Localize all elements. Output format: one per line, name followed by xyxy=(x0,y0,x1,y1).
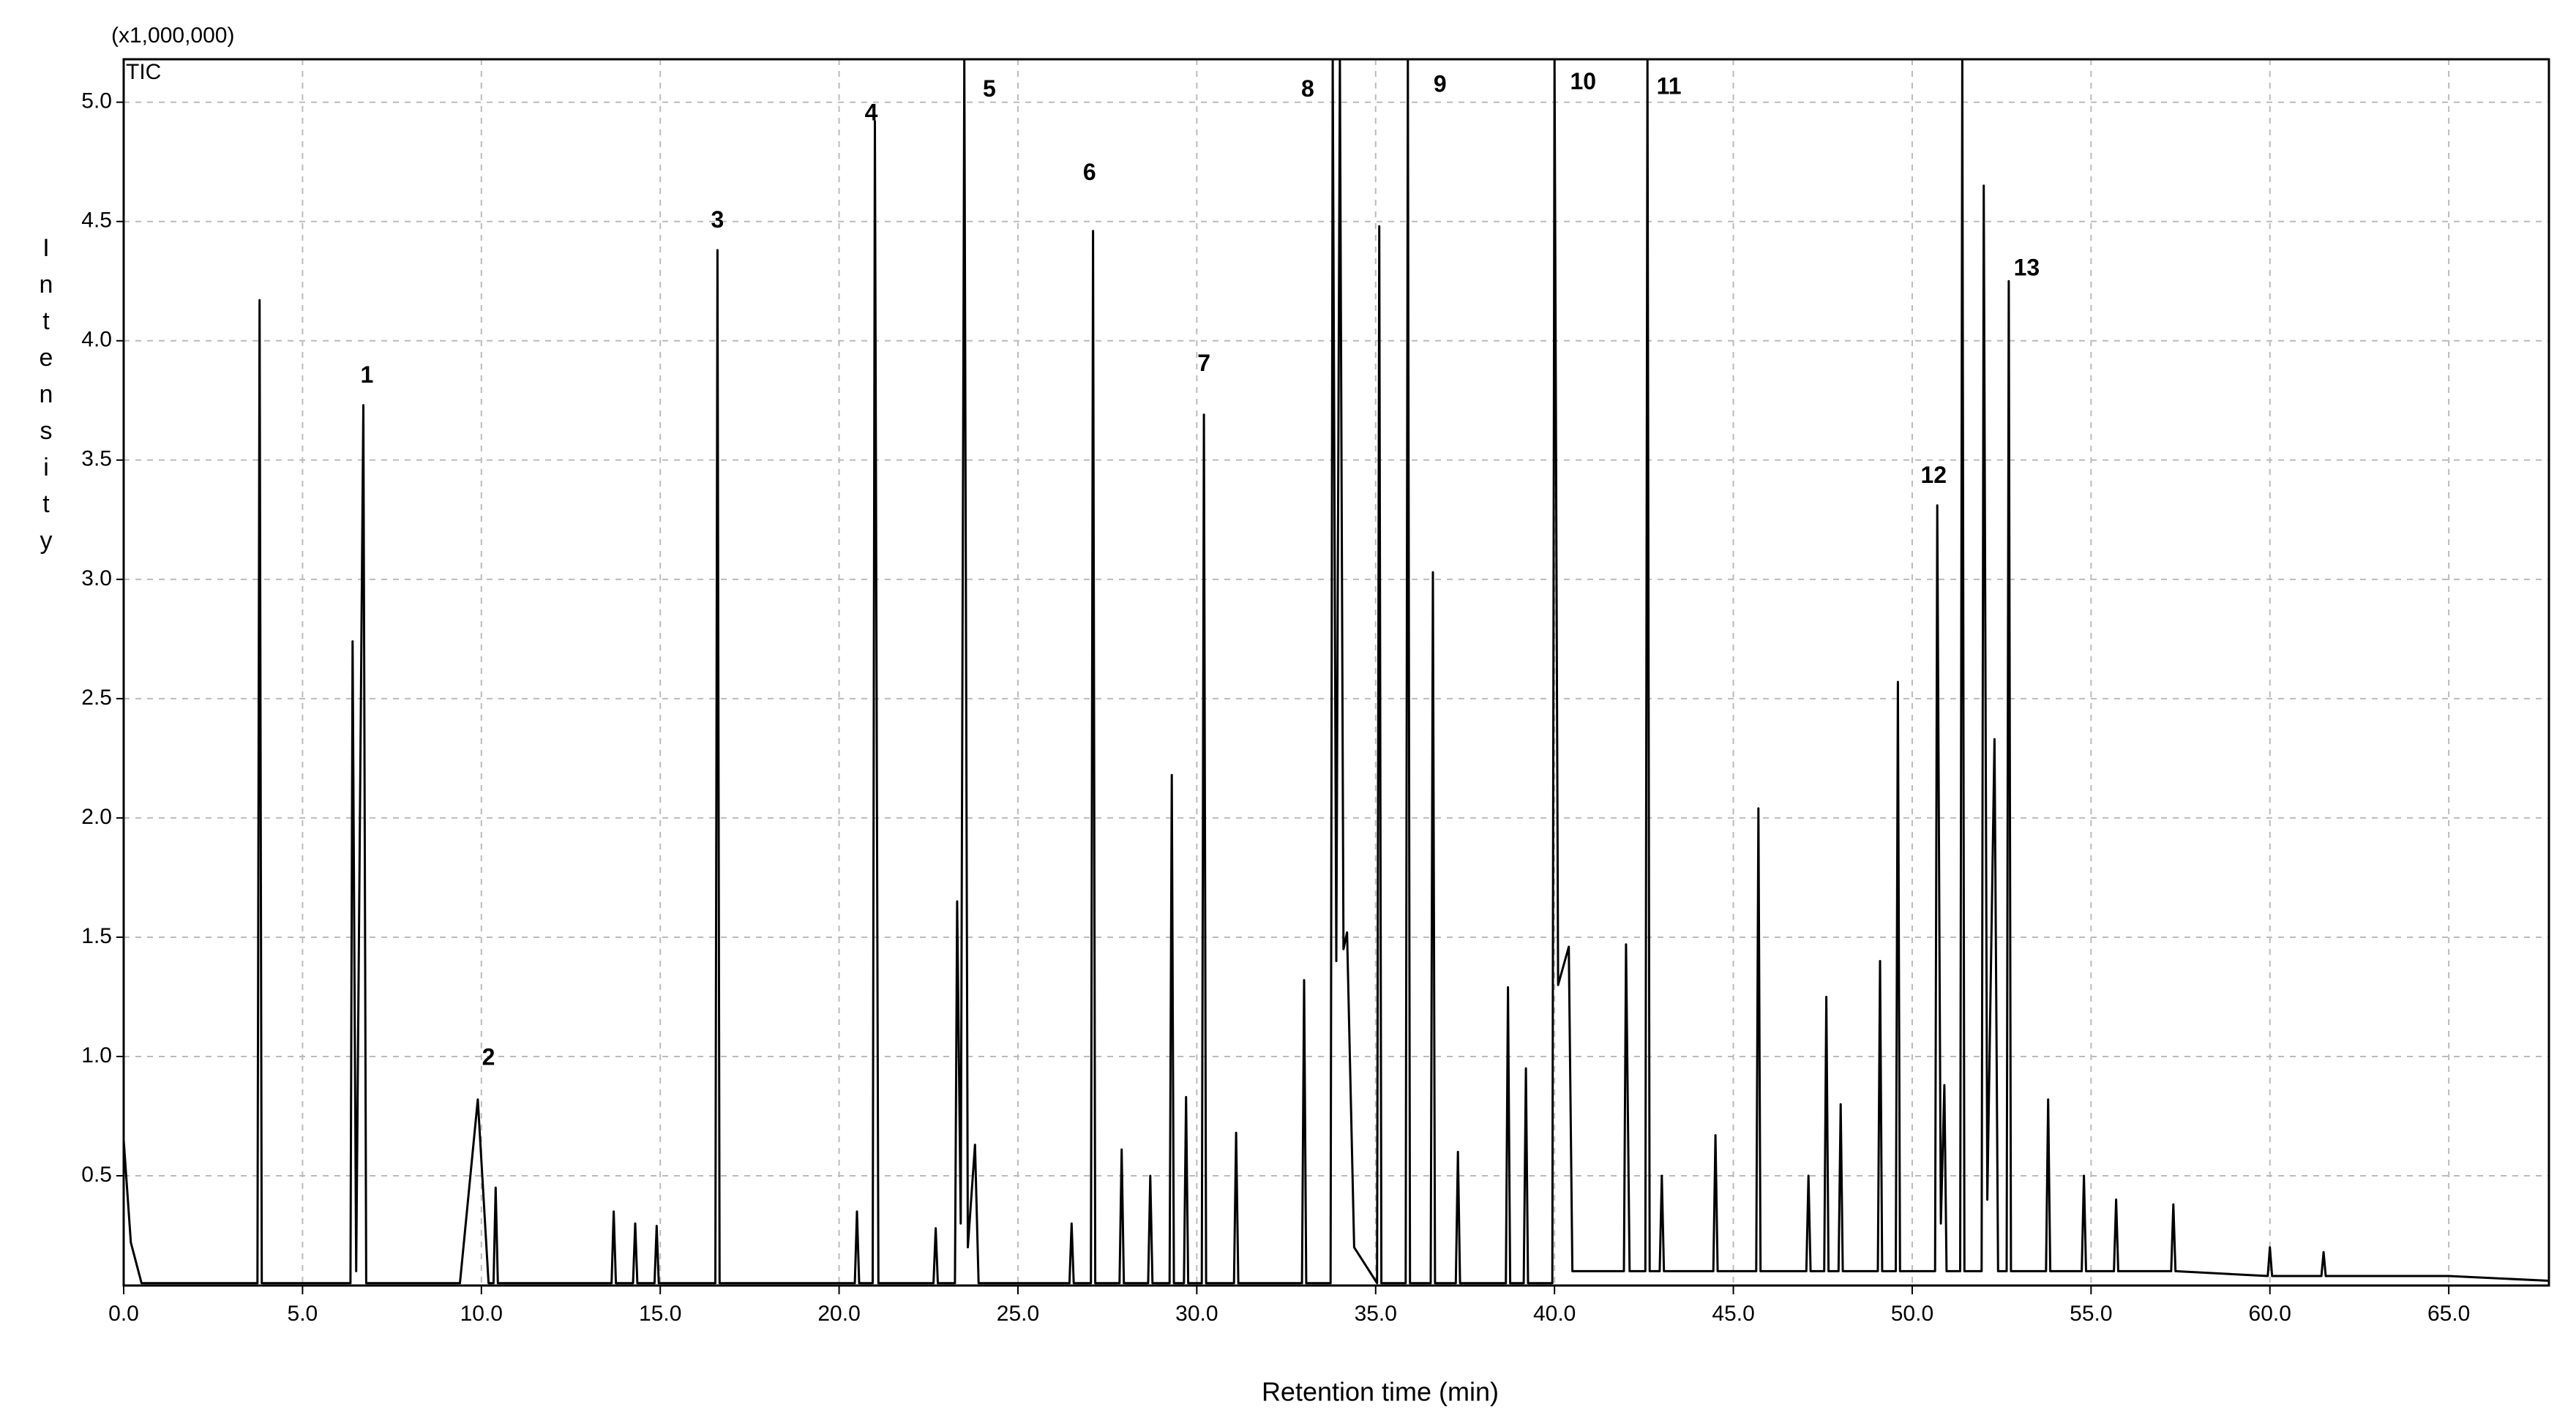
x-tick-label: 5.0 xyxy=(288,1302,318,1326)
y-tick-label: 1.0 xyxy=(81,1043,112,1067)
y-tick-label: 1.5 xyxy=(81,924,112,948)
y-axis-title: Intensity xyxy=(32,234,60,563)
y-tick-label: 3.0 xyxy=(81,566,112,590)
x-tick-label: 40.0 xyxy=(1533,1302,1576,1326)
chart-title: TIC xyxy=(126,60,161,84)
x-tick-label: 30.0 xyxy=(1175,1302,1218,1326)
y-tick-label: 2.5 xyxy=(81,686,112,710)
peak-label: 3 xyxy=(711,206,724,233)
peak-label: 2 xyxy=(482,1044,495,1070)
y-tick-label: 4.0 xyxy=(81,328,112,352)
peak-label: 12 xyxy=(1920,462,1947,488)
x-tick-label: 10.0 xyxy=(460,1302,503,1326)
x-tick-label: 25.0 xyxy=(997,1302,1039,1326)
x-tick-label: 20.0 xyxy=(817,1302,860,1326)
trace xyxy=(122,58,2550,1285)
x-tick-label: 45.0 xyxy=(1712,1302,1754,1326)
multiplier: (x1,000,000) xyxy=(111,23,234,48)
y-tick-label: 2.0 xyxy=(81,805,112,829)
y-tick-label: 3.5 xyxy=(81,447,112,471)
peak-label: 1 xyxy=(360,361,373,388)
x-tick-label: 60.0 xyxy=(2249,1302,2291,1326)
x-axis-title: Retention time (min) xyxy=(1262,1377,1499,1407)
plot-frame xyxy=(122,58,2550,1287)
x-tick-label: 35.0 xyxy=(1355,1302,1397,1326)
x-tick-label: 55.0 xyxy=(2070,1302,2112,1326)
peak-label: 6 xyxy=(1083,159,1096,185)
x-tick-label: 50.0 xyxy=(1891,1302,1933,1326)
peak-label: 10 xyxy=(1570,68,1596,94)
y-tick-label: 0.5 xyxy=(81,1163,112,1187)
x-tick-label: 15.0 xyxy=(639,1302,681,1326)
y-tick-label: 5.0 xyxy=(81,89,112,113)
peak-label: 4 xyxy=(865,99,878,125)
peak-label: 9 xyxy=(1434,70,1447,97)
y-tick-label: 4.5 xyxy=(81,209,112,233)
x-tick-label: 0.0 xyxy=(108,1302,139,1326)
peak-label: 13 xyxy=(2014,254,2040,280)
peak-label: 8 xyxy=(1301,75,1314,102)
peak-label: 5 xyxy=(983,75,996,102)
peak-label: 7 xyxy=(1197,350,1210,376)
peak-label: 11 xyxy=(1657,73,1682,100)
x-tick-label: 65.0 xyxy=(2427,1302,2470,1326)
